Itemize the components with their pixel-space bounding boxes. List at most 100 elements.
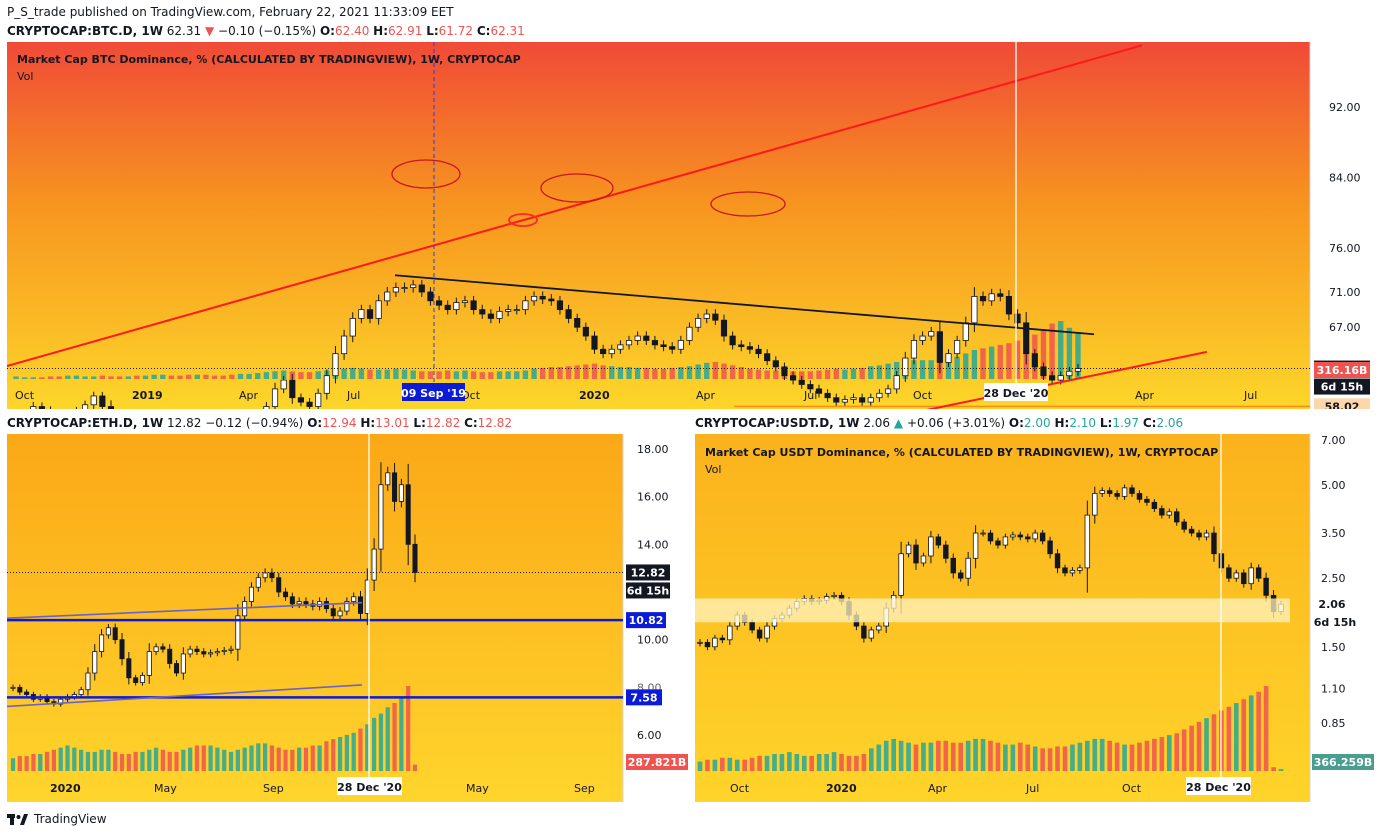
usdt-candle — [1017, 534, 1024, 538]
eth-volume-label: 287.821B — [626, 754, 688, 770]
eth-volume-bar — [235, 749, 240, 771]
usdt-candle — [1054, 553, 1061, 569]
btc-candle — [979, 296, 987, 302]
btc-channel-top-line[interactable] — [7, 44, 1143, 367]
btc-support-line[interactable] — [667, 350, 1208, 409]
eth-candle — [344, 601, 350, 612]
eth-volume-bar — [167, 751, 172, 771]
eth-cursor-date-text: 28 Dec '20 — [337, 781, 402, 794]
usdt-chart-svg[interactable]: 7.00 5.00 3.50 2.50 1.50 1.10 0.85 2.06 6d 15h 36… — [695, 434, 1378, 802]
btc-volume-bar — [315, 371, 321, 379]
eth-candle — [85, 672, 91, 691]
eth-o: 12.94 — [322, 416, 357, 430]
usdt-volume-bar — [1085, 740, 1090, 771]
usdt-candle — [1129, 487, 1135, 494]
btc-candle — [997, 293, 1004, 297]
eth-volume-bar — [242, 747, 247, 771]
usdt-volume-bar — [1017, 742, 1023, 771]
btc-volume-bar — [1058, 321, 1064, 379]
usdt-candle — [1114, 493, 1120, 497]
usdt-volume-bar — [973, 738, 978, 771]
eth-volume-label-text: 287.821B — [628, 756, 687, 769]
eth-volume-label-bg — [626, 754, 688, 770]
usdt-candle — [1025, 536, 1031, 540]
eth-candle — [105, 627, 111, 636]
btc-volume-bar — [704, 362, 710, 379]
btc-volume-bar — [220, 375, 226, 379]
eth-plot-bg — [7, 434, 623, 802]
eth-upper-trendline[interactable] — [7, 601, 363, 620]
btc-candle — [1031, 353, 1038, 368]
btc-volume-bar — [643, 367, 649, 379]
eth-volume-bar — [24, 756, 29, 771]
btc-time-tick: Jul — [1243, 389, 1257, 402]
btc-last: 62.31 — [166, 24, 202, 38]
btc-volume-bar — [116, 376, 123, 379]
eth-volume-bar — [412, 764, 418, 771]
usdt-price-tick: 7.00 — [1321, 434, 1346, 447]
btc-highlight-ellipse[interactable] — [540, 173, 614, 203]
btc-volume-bar — [367, 369, 373, 379]
btc-volume-bar — [1006, 343, 1012, 379]
btc-candle — [81, 404, 89, 409]
usdt-volume-bar — [1248, 695, 1254, 771]
eth-volume-bar — [201, 745, 206, 771]
btc-symbol[interactable]: CRYPTOCAP:BTC.D, 1W — [7, 24, 163, 38]
btc-highlight-ellipse[interactable] — [391, 159, 461, 189]
btc-candle — [617, 344, 624, 350]
eth-candle — [99, 634, 105, 652]
usdt-support-zone[interactable] — [695, 598, 1290, 623]
usdt-candle — [712, 637, 718, 648]
btc-small-ellipse[interactable] — [508, 213, 538, 227]
usdt-volume-bar — [831, 752, 837, 771]
btc-volume-bar — [764, 370, 770, 379]
eth-chart-panel[interactable]: 18.00 16.00 14.00 10.00 8.00 6.00 12.82 6d 15h 1… — [7, 434, 691, 802]
usdt-volume-bars — [697, 686, 1284, 771]
btc-candle — [988, 293, 995, 302]
usdt-volume-bar — [988, 740, 993, 771]
eth-blue-level-1-label-bg — [626, 612, 666, 629]
btc-candle — [401, 287, 408, 289]
publish-author[interactable]: P_S_trade — [7, 5, 66, 19]
usdt-volume-bar — [1166, 735, 1172, 771]
btc-time-tick: Jul — [346, 389, 360, 402]
usdt-price-tick: 5.00 — [1321, 479, 1346, 492]
btc-o: 62.40 — [334, 24, 370, 38]
btc-volume-bar — [246, 373, 252, 379]
eth-volume-bar — [406, 686, 411, 771]
btc-volume-bar — [850, 368, 857, 379]
btc-volume-bar — [237, 373, 244, 379]
usdt-candle — [831, 594, 837, 597]
eth-lower-trendline[interactable] — [7, 684, 363, 708]
btc-candle — [263, 406, 270, 409]
usdt-chart-panel[interactable]: 7.00 5.00 3.50 2.50 1.50 1.10 0.85 2.06 6d 15h 36… — [695, 434, 1378, 802]
btc-volume-bar — [859, 367, 865, 379]
eth-price-tick: 18.00 — [637, 443, 669, 456]
usdt-symbol[interactable]: CRYPTOCAP:USDT.D, 1W — [695, 416, 860, 430]
btc-resistance-line[interactable] — [394, 274, 1095, 336]
eth-volume-bar — [385, 707, 390, 771]
btc-l: 61.72 — [438, 24, 474, 38]
btc-volume-bar — [799, 371, 805, 379]
btc-highlight-ellipse[interactable] — [710, 191, 786, 217]
footer-brand[interactable]: TradingView — [7, 812, 107, 826]
usdt-volume-bar — [1003, 744, 1008, 771]
eth-candle — [296, 601, 302, 605]
btc-volume-bar — [669, 367, 675, 379]
usdt-volume-bar — [772, 754, 777, 771]
btc-time-tick: Apr — [239, 389, 259, 402]
eth-candle — [330, 608, 336, 617]
eth-symbol[interactable]: CRYPTOCAP:ETH.D, 1W — [7, 416, 164, 430]
usdt-volume-bar — [1226, 706, 1232, 771]
eth-candle — [248, 586, 254, 602]
eth-volume-bar — [140, 751, 145, 771]
eth-volume-bar — [276, 747, 281, 771]
btc-volume-bar — [894, 361, 900, 379]
eth-candle — [194, 648, 200, 652]
eth-volume-bar — [331, 739, 336, 771]
eth-cursor-date-bg — [337, 777, 402, 795]
